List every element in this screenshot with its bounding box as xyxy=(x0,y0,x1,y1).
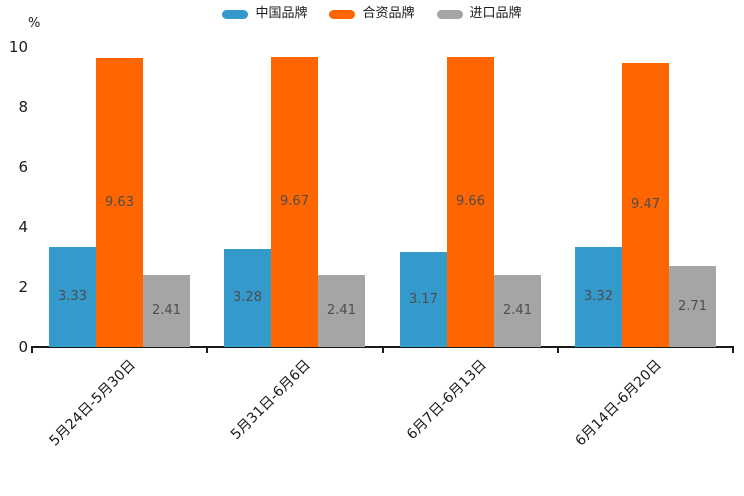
x-axis-tick xyxy=(732,348,734,353)
bar xyxy=(494,275,541,347)
bar-value-label: 9.67 xyxy=(280,194,309,209)
bar-value-label: 9.63 xyxy=(105,194,134,210)
bar xyxy=(143,275,190,347)
y-tick-label: 2 xyxy=(18,278,28,296)
legend: 中国品牌 合资品牌 进口品牌 xyxy=(0,5,744,23)
bar xyxy=(669,266,716,347)
legend-item-china-brand: 中国品牌 xyxy=(222,5,307,23)
bar-value-label: 3.17 xyxy=(409,291,438,307)
legend-label: 中国品牌 xyxy=(255,6,308,21)
bar xyxy=(271,57,318,347)
bar-value-label: 2.41 xyxy=(152,303,181,318)
bar xyxy=(575,247,622,347)
bar xyxy=(49,247,96,347)
y-tick-label: 6 xyxy=(18,158,28,176)
bar xyxy=(224,249,271,347)
legend-label: 合资品牌 xyxy=(362,6,415,21)
legend-swatch-icon xyxy=(329,9,356,19)
bar-value-label: 9.66 xyxy=(456,194,485,209)
bar xyxy=(96,58,143,347)
x-axis-tick xyxy=(381,348,384,353)
bar xyxy=(318,275,365,347)
bar-value-label: 3.33 xyxy=(58,289,87,304)
x-category-label: 6月7日-6月13日 xyxy=(403,357,490,443)
bar-value-label: 3.32 xyxy=(584,289,613,304)
bar xyxy=(400,252,447,347)
x-axis-tick xyxy=(206,348,209,353)
legend-item-import-brand: 进口品牌 xyxy=(436,5,522,23)
legend-item-joint-venture-brand: 合资品牌 xyxy=(329,5,415,23)
bar-value-label: 9.47 xyxy=(631,197,660,212)
x-category-label: 5月31日-6月6日 xyxy=(228,357,315,443)
legend-swatch-icon xyxy=(436,9,463,19)
y-tick-label: 8 xyxy=(18,98,28,116)
bar-value-label: 3.28 xyxy=(233,290,262,305)
bar xyxy=(622,63,669,347)
bar-value-label: 2.41 xyxy=(503,303,532,318)
y-axis-unit-label: % xyxy=(28,16,41,31)
y-tick-label: 4 xyxy=(18,218,28,236)
legend-swatch-icon xyxy=(222,9,249,19)
x-category-label: 5月24日-5月30日 xyxy=(46,357,139,450)
bar-value-label: 2.41 xyxy=(327,303,356,318)
x-axis-line xyxy=(31,346,734,348)
bar-value-label: 2.71 xyxy=(678,298,707,314)
x-category-label: 6月14日-6月20日 xyxy=(572,357,665,450)
y-tick-label: 0 xyxy=(18,338,28,356)
x-axis-tick xyxy=(31,348,33,353)
bar xyxy=(447,57,494,347)
y-tick-label: 10 xyxy=(8,38,28,56)
legend-label: 进口品牌 xyxy=(469,6,522,21)
x-axis-tick xyxy=(556,348,559,353)
